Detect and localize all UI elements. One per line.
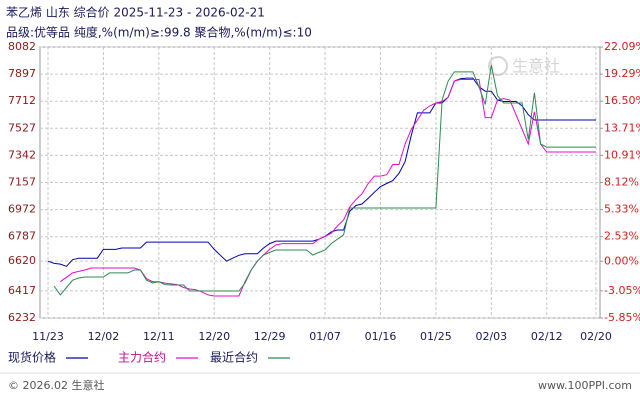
y-tick-label: 7712 bbox=[8, 94, 36, 107]
y2-tick-label: -3.05% bbox=[604, 284, 640, 297]
source: www.100PPI.com bbox=[538, 379, 632, 392]
x-tick-label: 12/29 bbox=[254, 330, 286, 343]
y-tick-label: 7527 bbox=[8, 121, 36, 134]
y2-tick-label: 10.91% bbox=[604, 148, 640, 161]
y2-tick-label: 5.33% bbox=[604, 203, 639, 216]
y-tick-label: 7157 bbox=[8, 176, 36, 189]
legend-label: 现货价格 bbox=[8, 350, 56, 365]
series-line bbox=[53, 64, 596, 296]
y2-tick-label: 13.71% bbox=[604, 121, 640, 134]
legend-label: 最近合约 bbox=[210, 350, 258, 365]
y-tick-label: 6232 bbox=[8, 311, 36, 324]
y2-tick-label: 22.09% bbox=[604, 40, 640, 53]
x-tick-label: 11/23 bbox=[32, 330, 64, 343]
logo-icon bbox=[488, 56, 508, 76]
legend-item: 最近合约 bbox=[210, 350, 290, 365]
x-tick-label: 01/07 bbox=[309, 330, 341, 343]
x-tick-label: 12/02 bbox=[88, 330, 120, 343]
x-tick-label: 01/25 bbox=[420, 330, 452, 343]
chart-title: 苯乙烯 山东 综合价 2025-11-23 - 2026-02-21 bbox=[6, 5, 265, 20]
x-tick-label: 02/03 bbox=[475, 330, 507, 343]
y2-tick-label: 16.50% bbox=[604, 94, 640, 107]
y-tick-label: 6787 bbox=[8, 230, 36, 243]
legend-label: 主力合约 bbox=[118, 350, 166, 365]
y-tick-label: 6972 bbox=[8, 203, 36, 216]
copyright: © 2026.02 生意社 bbox=[8, 378, 104, 392]
y-tick-label: 6620 bbox=[8, 254, 36, 267]
x-tick-label: 12/11 bbox=[143, 330, 175, 343]
x-tick-label: 01/16 bbox=[365, 330, 397, 343]
x-tick-label: 02/20 bbox=[580, 330, 612, 343]
watermark: 生意社 bbox=[512, 57, 560, 76]
y2-tick-label: 2.53% bbox=[604, 230, 639, 243]
series-line bbox=[60, 79, 596, 297]
chart-subtitle: 品级:优等品 纯度,%(m/m)≥:99.8 聚合物,%(m/m)≤:10 bbox=[6, 25, 312, 40]
y2-tick-label: -5.85% bbox=[604, 311, 640, 324]
legend-item: 主力合约 bbox=[118, 350, 198, 365]
y2-tick-label: 0.00% bbox=[604, 254, 639, 267]
y-tick-label: 7897 bbox=[8, 67, 36, 80]
x-tick-label: 02/12 bbox=[531, 330, 563, 343]
legend-item: 现货价格 bbox=[8, 350, 88, 365]
y2-tick-label: 19.29% bbox=[604, 67, 640, 80]
y2-tick-label: 8.12% bbox=[604, 176, 639, 189]
watermark-logo: 生意社 bbox=[488, 56, 560, 76]
y-tick-label: 6417 bbox=[8, 284, 36, 297]
x-tick-label: 12/20 bbox=[198, 330, 230, 343]
y-tick-label: 8082 bbox=[8, 40, 36, 53]
y-tick-label: 7342 bbox=[8, 148, 36, 161]
